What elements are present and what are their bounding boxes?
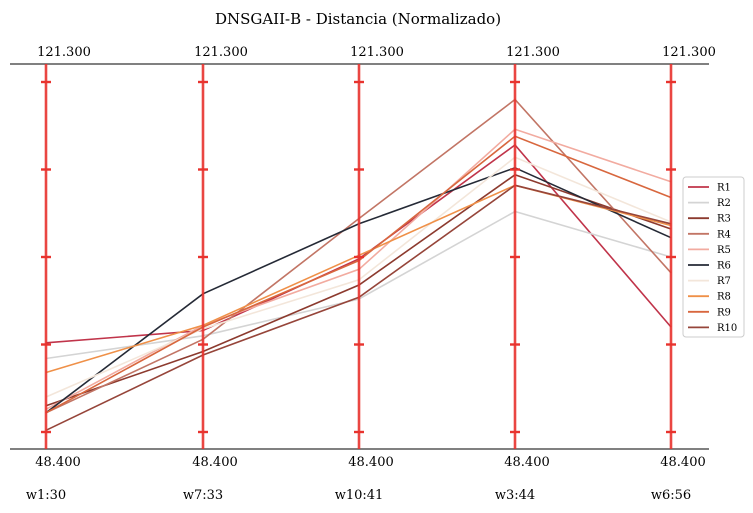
- axis-category-label: w6:56: [651, 488, 691, 503]
- axis-top-label: 121.300: [194, 45, 248, 60]
- legend-label: R5: [717, 245, 731, 256]
- legend-label: R4: [717, 229, 731, 240]
- axis-top-label: 121.300: [350, 45, 404, 60]
- chart-title: DNSGAII-B - Distancia (Normalizado): [215, 10, 501, 28]
- legend-label: R3: [717, 214, 731, 225]
- axis-category-label: w10:41: [335, 488, 384, 503]
- parallel-axes: [41, 64, 676, 449]
- legend-label: R10: [717, 323, 737, 334]
- legend-box: [682, 176, 745, 338]
- legend: R1 R2 R3 R4 R5 R6 R7 R8 R9 R10: [682, 176, 745, 338]
- axis-bottom-label: 48.400: [35, 455, 81, 470]
- legend-label: R9: [717, 307, 731, 318]
- axis-category-label: w3:44: [495, 488, 535, 503]
- axis-top-label: 121.300: [37, 45, 91, 60]
- axis-category-label: w7:33: [183, 488, 223, 503]
- axis-bottom-label: 48.400: [192, 455, 238, 470]
- axis-bottom-label: 48.400: [660, 455, 706, 470]
- legend-label: R8: [717, 292, 731, 303]
- axis-top-label: 121.300: [662, 45, 716, 60]
- legend-label: R1: [717, 183, 731, 194]
- axis-category-label: w1:30: [26, 488, 66, 503]
- axis-bottom-label: 48.400: [504, 455, 550, 470]
- legend-label: R2: [717, 198, 731, 209]
- axis-labels: 121.300 48.400 w1:30 121.300 48.400 w7:33 121.…: [26, 45, 716, 503]
- legend-label: R6: [717, 261, 731, 272]
- axis-top-label: 121.300: [506, 45, 560, 60]
- legend-label: R7: [717, 276, 731, 287]
- axis-bottom-label: 48.400: [348, 455, 394, 470]
